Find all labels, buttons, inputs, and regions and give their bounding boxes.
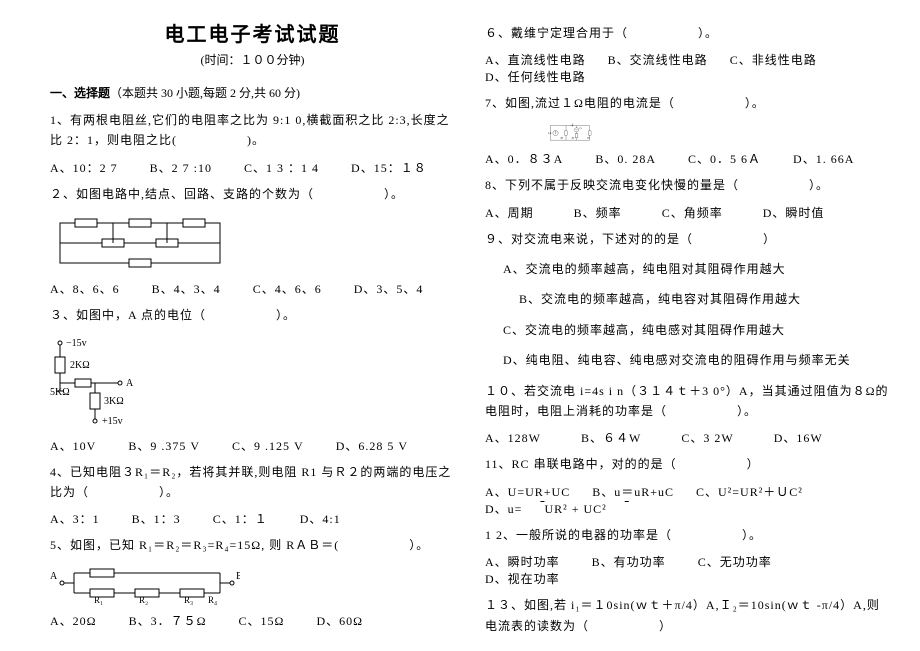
svg-text:A: A (126, 378, 134, 389)
svg-text:1A: 1A (548, 132, 551, 135)
question-9-opt-a: A、交流电的频率越高，纯电阻对其阻碍作用越大 (485, 259, 890, 279)
question-3-options: A、10V B、9 .375 V C、9 .125 V D、6.28 5 V (50, 437, 455, 454)
question-6-options: A、直流线性电路 B、交流线性电路 C、非线性电路 D、任何线性电路 (485, 51, 890, 85)
svg-text:3KΩ: 3KΩ (104, 396, 124, 407)
circuit-diagram-q7: 1A 4Ω 1V 4Ω 1Ω I₁ (485, 123, 655, 144)
circuit-diagram-q3: −15v 2KΩ A 5KΩ 3KΩ +15v (50, 335, 150, 430)
svg-text:4Ω: 4Ω (560, 136, 563, 139)
svg-text:−15v: −15v (66, 338, 87, 349)
question-3: ３、如图中，A 点的电位（）。 (50, 305, 455, 325)
svg-text:I₁: I₁ (572, 123, 574, 126)
svg-text:2KΩ: 2KΩ (70, 360, 90, 371)
question-9: ９、对交流电来说，下述对的的是（） (485, 229, 890, 249)
question-7: 7、如图,流过１Ω电阻的电流是（）。 (485, 93, 890, 113)
right-column: ６、戴维宁定理合用于（）。 A、直流线性电路 B、交流线性电路 C、非线性电路 … (475, 18, 890, 641)
question-11-opt-d: D、u= UR² + UC² (485, 500, 647, 517)
svg-text:1Ω: 1Ω (587, 136, 590, 139)
question-10: １０、若交流电 i=4s i n（３１４ｔ＋3 0°）A，当其通过阻值为８Ω的电… (485, 381, 890, 422)
svg-text:R₃: R₃ (184, 595, 193, 605)
svg-text:R₂: R₂ (139, 595, 148, 605)
svg-text:+15v: +15v (102, 416, 123, 427)
question-11: 11、RC 串联电路中，对的的是（） (485, 454, 890, 474)
question-13: １３、如图,若 i₁＝１0sin(ｗｔ＋π/4）A,Ｉ₂＝10sin(ｗｔ -π… (485, 595, 890, 636)
question-4-options: A、3：1 B、1：3 C、1：１ D、4:1 (50, 510, 455, 527)
section-1-info: （本题共 30 小题,每题 2 分,共 60 分) (110, 86, 300, 100)
question-8: 8、下列不属于反映交流电变化快慢的量是（）。 (485, 175, 890, 195)
question-1-options: A、10：2 7 B、2 7 :10 C、1 3 ：1 4 D、15：１８ (50, 159, 455, 176)
question-9-opt-d: D、纯电阻、纯电容、纯电感对交流电的阻碍作用与频率无关 (485, 350, 890, 370)
question-6: ６、戴维宁定理合用于（）。 (485, 23, 890, 43)
exam-subtitle: (时间：１００分钟) (50, 51, 455, 68)
circuit-diagram-q5: A B R₁ R₂ R₃ R₄ (50, 565, 240, 605)
question-7-options: A、0．８３A B、0. 28A C、0．5 6Ａ D、1. 66A (485, 150, 890, 167)
question-5-options: A、20Ω B、3．７５Ω C、15Ω D、60Ω (50, 612, 455, 629)
question-1: 1、有两根电阻丝,它们的电阻率之比为 9:1 0,横截面积之比 2:3,长度之比… (50, 110, 455, 151)
svg-text:R₄: R₄ (208, 595, 217, 605)
question-2-options: A、8、6、6 B、4、3、4 C、4、6、6 D、3、5、4 (50, 280, 455, 297)
question-10-options: A、128W B、６４W C、3 2W D、16W (485, 429, 890, 446)
question-4: 4、已知电阻３R₁＝R₂，若将其并联,则电阻 R1 与Ｒ２的两端的电压之比为（）… (50, 462, 455, 503)
question-9-opt-b: B、交流电的频率越高，纯电容对其阻碍作用越大 (485, 289, 890, 309)
svg-text:1V: 1V (579, 127, 582, 130)
question-9-opt-c: C、交流电的频率越高，纯电感对其阻碍作用越大 (485, 320, 890, 340)
exam-title: 电工电子考试试题 (50, 18, 455, 47)
question-11-options: A、U=UR+UC B、u＝uR+uC C、U²=UR²＋ＵC² D、u= UR… (485, 483, 890, 517)
question-5: 5、如图，已知 R₁＝R₂＝R₃=R₄=15Ω, 则 RＡＢ＝(）。 (50, 535, 455, 555)
left-column: 电工电子考试试题 (时间：１００分钟) 一、选择题（本题共 30 小题,每题 2… (50, 18, 475, 641)
svg-text:A: A (50, 571, 58, 582)
svg-text:4Ω: 4Ω (571, 136, 574, 139)
question-12-options: A、瞬时功率 B、有功功率 C、无功功率 D、视在功率 (485, 553, 890, 587)
section-1-heading: 一、选择题（本题共 30 小题,每题 2 分,共 60 分) (50, 84, 455, 101)
question-8-options: A、周期 B、频率 C、角频率 D、瞬时值 (485, 204, 890, 221)
section-1-label: 一、选择题 (50, 86, 110, 100)
svg-text:B: B (236, 571, 240, 582)
circuit-diagram-q2 (50, 213, 230, 273)
question-12: 1 2、一般所说的电器的功率是（）。 (485, 525, 890, 545)
question-2: ２、如图电路中,结点、回路、支路的个数为（）。 (50, 184, 455, 204)
